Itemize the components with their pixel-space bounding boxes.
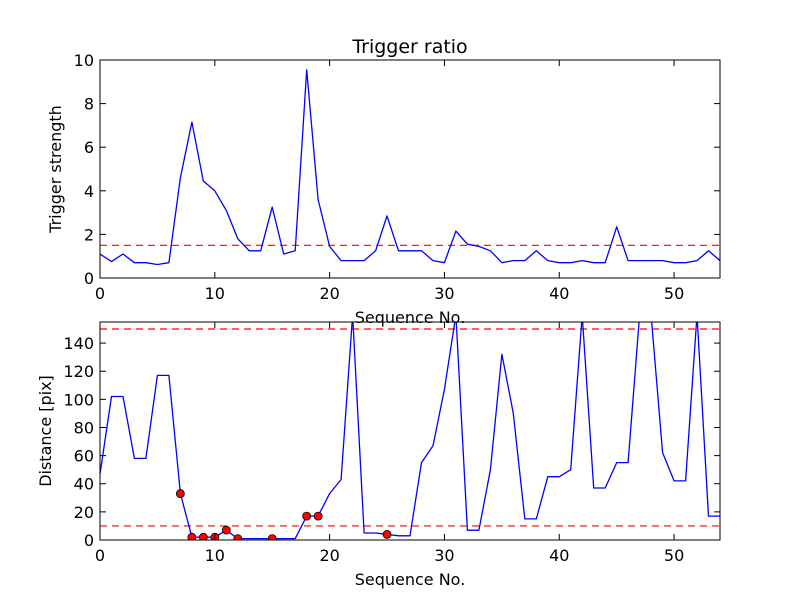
- x-tick-label: 10: [205, 284, 225, 303]
- data-point: [175, 489, 185, 498]
- y-tick-label: 140: [63, 334, 94, 353]
- plot-area: [100, 69, 720, 266]
- y-axis-label: Distance [pix]: [36, 375, 55, 487]
- y-tick-label: 4: [84, 182, 94, 201]
- x-tick-label: 20: [319, 284, 339, 303]
- chart-title: Trigger ratio: [351, 36, 467, 58]
- x-tick-label: 40: [549, 546, 569, 565]
- data-point: [198, 532, 208, 540]
- y-axis-label: Trigger strength: [46, 105, 65, 234]
- x-tick-label: 0: [95, 546, 105, 565]
- x-tick-label: 20: [319, 546, 339, 565]
- x-axis-label: Sequence No.: [355, 308, 466, 327]
- y-tick-label: 100: [63, 390, 94, 409]
- x-tick-label: 50: [664, 546, 684, 565]
- x-axis-label: Sequence No.: [355, 570, 466, 589]
- plot-frame: [99, 321, 721, 541]
- y-tick-label: 6: [84, 138, 94, 157]
- x-tick-label: 30: [434, 284, 454, 303]
- x-tick-label: 50: [664, 284, 684, 303]
- distance-chart: 0 10 20 30 40 50 0 20 40 60 80 100 120 140 Sequence N…: [36, 321, 721, 589]
- data-point: [382, 529, 392, 539]
- data-point: [221, 525, 231, 535]
- y-tick-label: 10: [74, 51, 94, 70]
- y-tick-label: 80: [74, 418, 94, 437]
- x-tick-label: 0: [95, 284, 105, 303]
- y-tick-label: 120: [63, 362, 94, 381]
- x-tick-label: 40: [549, 284, 569, 303]
- data-point: [313, 511, 323, 521]
- x-tick-label: 10: [205, 546, 225, 565]
- data-point: [233, 534, 243, 540]
- data-point: [267, 534, 277, 540]
- series-line: [100, 69, 720, 266]
- y-tick-label: 2: [84, 225, 94, 244]
- axis-ticks: 0 10 20 30 40 50 0 2 4 6 8 10: [74, 51, 720, 303]
- y-tick-label: 40: [74, 475, 94, 494]
- y-tick-label: 20: [74, 503, 94, 522]
- data-point: [187, 532, 197, 540]
- x-tick-label: 30: [434, 546, 454, 565]
- y-tick-label: 0: [84, 269, 94, 288]
- axis-ticks: 0 10 20 30 40 50 0 20 40 60 80 100 120 140: [63, 322, 720, 565]
- plot-area: [100, 322, 720, 540]
- data-point: [302, 511, 312, 521]
- y-tick-label: 8: [84, 95, 94, 114]
- plot-frame: [99, 59, 721, 279]
- y-tick-label: 0: [84, 531, 94, 550]
- y-tick-label: 60: [74, 447, 94, 466]
